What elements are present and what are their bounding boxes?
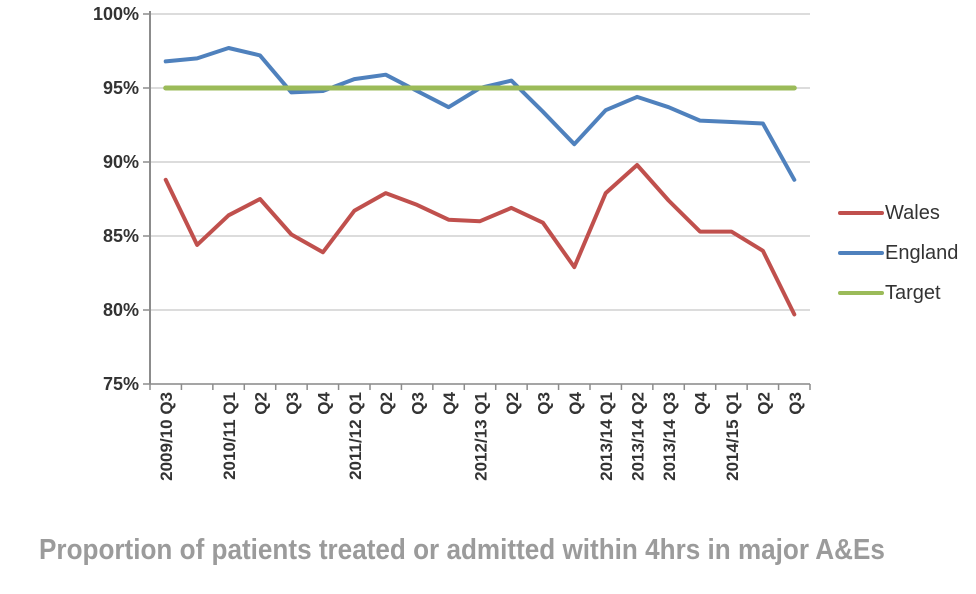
plot-area: 100% 95% 90% 85% 80% 75% 2009/10 Q3 2010/11 Q1 Q… <box>93 4 811 481</box>
x-tick-label: Q3 <box>409 392 428 415</box>
legend: Wales England Target <box>838 201 958 305</box>
y-tick-label: 85% <box>103 226 139 246</box>
x-tick-label: 2012/13 Q1 <box>472 392 491 481</box>
x-tick-label: 2011/12 Q1 <box>346 392 365 480</box>
legend-item-england: England <box>838 241 958 265</box>
x-tick-label: 2013/14 Q1 <box>597 392 616 481</box>
x-tick-label: 2010/11 Q1 <box>220 392 239 480</box>
x-tick-label: Q3 <box>283 392 302 415</box>
england-line <box>163 46 797 182</box>
x-tick-label: 2013/14 Q3 <box>660 392 679 481</box>
england-line-swatch <box>838 250 884 256</box>
y-tick-label: 100% <box>93 4 139 24</box>
x-tick-label: 2013/14 Q2 <box>629 392 648 481</box>
x-tick-label: Q2 <box>252 392 271 415</box>
x-tick-label: Q4 <box>566 391 585 414</box>
legend-label-wales: Wales <box>885 202 940 224</box>
x-tick-label: Q2 <box>754 392 773 415</box>
x-tick-label: Q3 <box>534 392 553 415</box>
x-tick-label: Q2 <box>377 392 396 415</box>
x-tick-label: Q4 <box>440 391 459 414</box>
x-tick-label: 2014/15 Q1 <box>723 392 742 481</box>
chart-caption: Proportion of patients treated or admitt… <box>39 534 885 566</box>
x-tick-label: Q2 <box>503 392 522 415</box>
y-tick-label: 80% <box>103 300 139 320</box>
legend-item-wales: Wales <box>838 201 958 225</box>
y-tick-label: 75% <box>103 374 139 394</box>
x-tick-label: Q3 <box>786 392 805 415</box>
target-line-swatch <box>838 290 884 296</box>
y-tick-label: 90% <box>103 152 139 172</box>
legend-label-target: Target <box>885 282 941 304</box>
legend-item-target: Target <box>838 281 958 305</box>
legend-label-england: England <box>885 242 959 264</box>
wales-line <box>163 163 797 317</box>
wales-line-swatch <box>838 210 884 216</box>
x-tick-label: Q4 <box>314 391 333 414</box>
x-tick-label: Q4 <box>692 391 711 414</box>
y-tick-label: 95% <box>103 78 139 98</box>
x-tick-label: 2009/10 Q3 <box>157 392 176 481</box>
